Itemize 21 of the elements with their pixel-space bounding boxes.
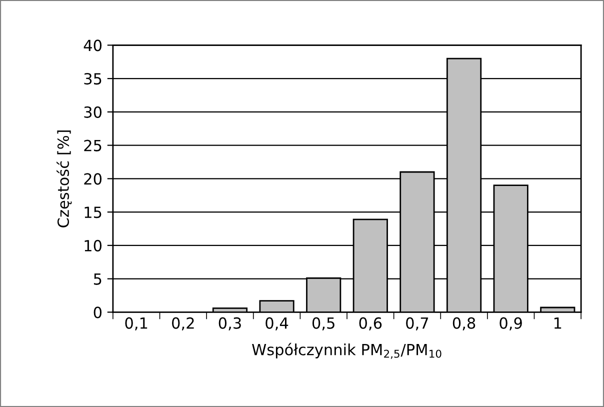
y-tick-label: 15 — [84, 206, 102, 218]
x-tick-label: 0,2 — [172, 317, 194, 330]
x-tick-label: 0,1 — [125, 317, 148, 330]
y-tick-label: 25 — [84, 140, 102, 152]
y-tick-label: 30 — [84, 106, 102, 118]
y-tick-label: 40 — [84, 40, 102, 52]
x-tick-label: 0,4 — [266, 317, 288, 330]
x-tick-label: 1 — [554, 318, 562, 329]
x-tick-label: 0,5 — [312, 317, 334, 330]
y-tick-label: 0 — [94, 306, 102, 318]
x-tick-label: 0,6 — [359, 317, 382, 330]
y-tick-label: 5 — [94, 273, 102, 285]
y-tick-label: 35 — [84, 73, 102, 85]
x-axis-title: Współczynnik PM$_{2,5}$/PM$_{10}$ — [252, 342, 442, 359]
x-tick-label: 0,3 — [218, 317, 241, 330]
y-axis-title: Częstość [%] — [56, 130, 72, 228]
y-tick-label: 20 — [84, 173, 102, 185]
x-tick-label: 0,7 — [406, 317, 428, 330]
y-tick-label: 10 — [84, 240, 102, 252]
x-tick-label: 0,8 — [452, 317, 476, 330]
x-tick-label: 0,9 — [500, 317, 522, 330]
